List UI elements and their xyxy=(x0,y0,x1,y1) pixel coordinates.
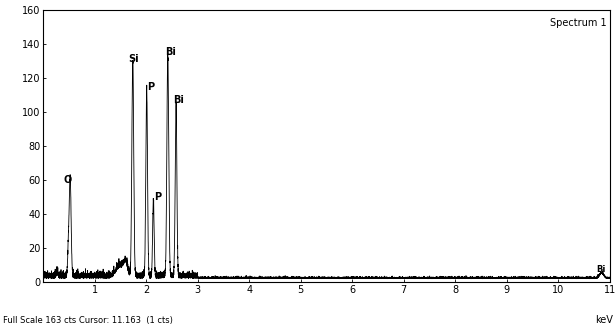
Text: Full Scale 163 cts Cursor: 11.163  (1 cts): Full Scale 163 cts Cursor: 11.163 (1 cts… xyxy=(3,316,173,325)
Text: O: O xyxy=(63,175,72,185)
Text: keV: keV xyxy=(595,315,613,325)
Text: Spectrum 1: Spectrum 1 xyxy=(550,18,607,28)
Text: Bi: Bi xyxy=(174,95,184,105)
Text: P: P xyxy=(154,192,161,202)
Text: Bi: Bi xyxy=(164,48,176,57)
Text: Si: Si xyxy=(128,54,139,64)
Text: Bi: Bi xyxy=(596,265,606,274)
Text: P: P xyxy=(147,82,155,92)
